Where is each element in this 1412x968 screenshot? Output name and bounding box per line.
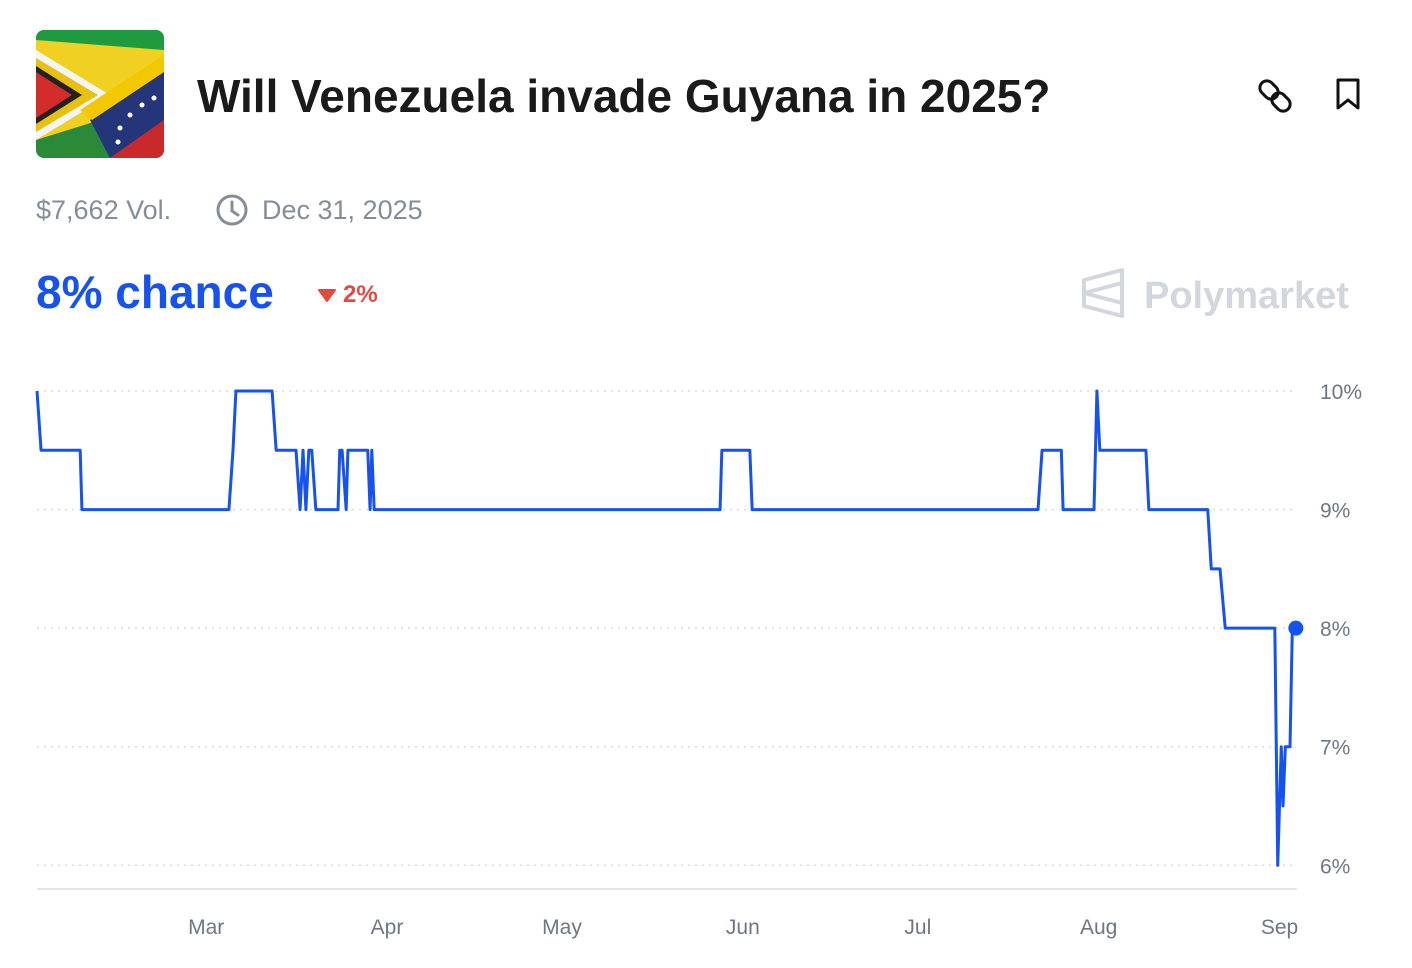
chance: 8% chance <box>36 266 274 318</box>
y-tick-label: 8% <box>1320 618 1350 641</box>
down-arrow <box>318 289 336 302</box>
volume: $7,662 Vol. <box>36 195 171 225</box>
x-tick-label: Jul <box>904 916 931 939</box>
y-tick-label: 7% <box>1320 737 1350 760</box>
y-tick-label: 9% <box>1320 500 1350 523</box>
end-date: Dec 31, 2025 <box>262 195 423 225</box>
price-line <box>35 389 1296 867</box>
change: 2% <box>343 281 378 308</box>
bookmark-button[interactable] <box>1336 78 1360 110</box>
x-tick-label: Sep <box>1261 916 1298 939</box>
market-image <box>36 30 164 158</box>
x-tick-label: Mar <box>188 916 224 939</box>
y-tick-label: 10% <box>1320 381 1362 404</box>
brand-logo <box>1082 268 1124 318</box>
x-tick-label: Apr <box>371 916 404 939</box>
current-point <box>1288 620 1304 636</box>
market-title: Will Venezuela invade Guyana in 2025? <box>197 70 1050 122</box>
x-tick-label: May <box>542 916 582 939</box>
clock-icon <box>216 194 248 226</box>
copy-link-button[interactable] <box>1257 78 1293 114</box>
x-tick-label: Aug <box>1080 916 1117 939</box>
brand-name: Polymarket <box>1144 275 1349 317</box>
y-tick-label: 6% <box>1320 855 1350 878</box>
x-tick-label: Jun <box>726 916 760 939</box>
